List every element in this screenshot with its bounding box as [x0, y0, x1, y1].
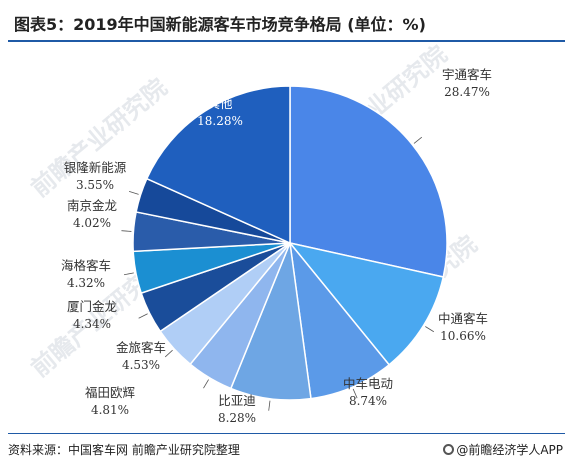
slice-percent-label: 4.32%: [67, 276, 105, 290]
brand-text: @前瞻经济学人APP: [456, 443, 563, 457]
slice-label: 其他: [207, 96, 233, 111]
pie-labels: 宇通客车 28.47% 中通客车 10.66% 中车电动 8.74% 比亚迪 8.28% 福田欧…: [61, 67, 492, 425]
slice-percent-label: 4.53%: [122, 358, 160, 372]
leader-line: [138, 313, 148, 319]
brand-credit: @前瞻经济学人APP: [443, 441, 563, 458]
slice-label: 比亚迪: [218, 393, 256, 408]
leader-line: [121, 230, 132, 232]
slice-percent-label: 18.28%: [197, 114, 243, 128]
slice-label: 宇通客车: [442, 67, 492, 82]
leader-line: [164, 349, 173, 358]
slice-percent-label: 10.66%: [440, 329, 486, 343]
chart-title: 图表5：2019年中国新能源客车市场竞争格局 (单位：%): [14, 15, 426, 34]
slice-percent-label: 4.02%: [73, 216, 111, 230]
slice-label: 南京金龙: [67, 198, 117, 213]
slice-label: 中通客车: [438, 311, 488, 326]
leader-line: [425, 326, 435, 333]
pie-slice: [289, 85, 448, 278]
slice-label: 厦门金龙: [67, 299, 117, 314]
slice-label: 中车电动: [343, 376, 393, 391]
slice-label: 银隆新能源: [64, 160, 127, 175]
pie-slices: [132, 85, 448, 401]
title-rule: [8, 40, 565, 42]
leader-line: [352, 388, 358, 399]
leader-line: [128, 190, 139, 195]
slice-percent-label: 8.28%: [218, 411, 256, 425]
footer-rule: [8, 433, 565, 434]
source-note: 资料来源：中国客车网 前瞻产业研究院整理: [8, 443, 240, 457]
slice-percent-label: 8.74%: [349, 394, 387, 408]
slice-percent-label: 4.81%: [91, 403, 129, 417]
slice-percent-label: 28.47%: [444, 85, 490, 99]
leader-line: [123, 272, 134, 276]
pie-slice: [288, 241, 445, 366]
pie-slice: [145, 85, 291, 245]
slice-percent-label: 3.55%: [76, 178, 114, 192]
slice-label: 金旅客车: [116, 340, 166, 355]
pie-chart: 前瞻产业研究院 前瞻产业研究院 前瞻产业研究院 前瞻产业研究院 宇通客车28.4…: [26, 44, 492, 425]
slice-label: 海格客车: [61, 258, 111, 273]
leader-line: [268, 400, 271, 411]
slice-percent-label: 4.34%: [73, 317, 111, 331]
brand-logo-icon: [443, 444, 455, 455]
leader-line: [203, 379, 209, 389]
slice-label: 福田欧辉: [85, 385, 135, 400]
pie-slice: [288, 240, 391, 400]
leader-line: [413, 136, 423, 144]
